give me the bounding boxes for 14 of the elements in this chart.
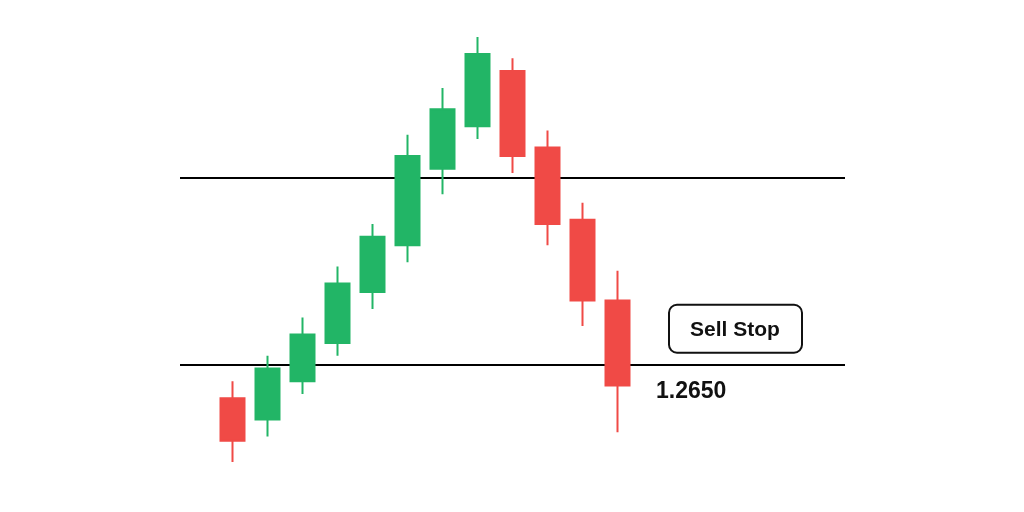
candlestick — [394, 133, 421, 264]
candlestick — [464, 36, 491, 140]
annotation: 1.2650 — [656, 376, 727, 403]
candlestick — [604, 269, 631, 434]
text: Sell Stop — [690, 317, 780, 341]
candlestick — [499, 57, 526, 174]
candlestick — [569, 201, 596, 327]
candlestick — [359, 223, 386, 310]
candlestick — [219, 380, 246, 463]
candlestick — [429, 87, 456, 196]
candlestick — [324, 265, 351, 357]
candlestick — [254, 354, 281, 438]
candlestick — [289, 316, 316, 395]
candlestick — [534, 129, 561, 247]
